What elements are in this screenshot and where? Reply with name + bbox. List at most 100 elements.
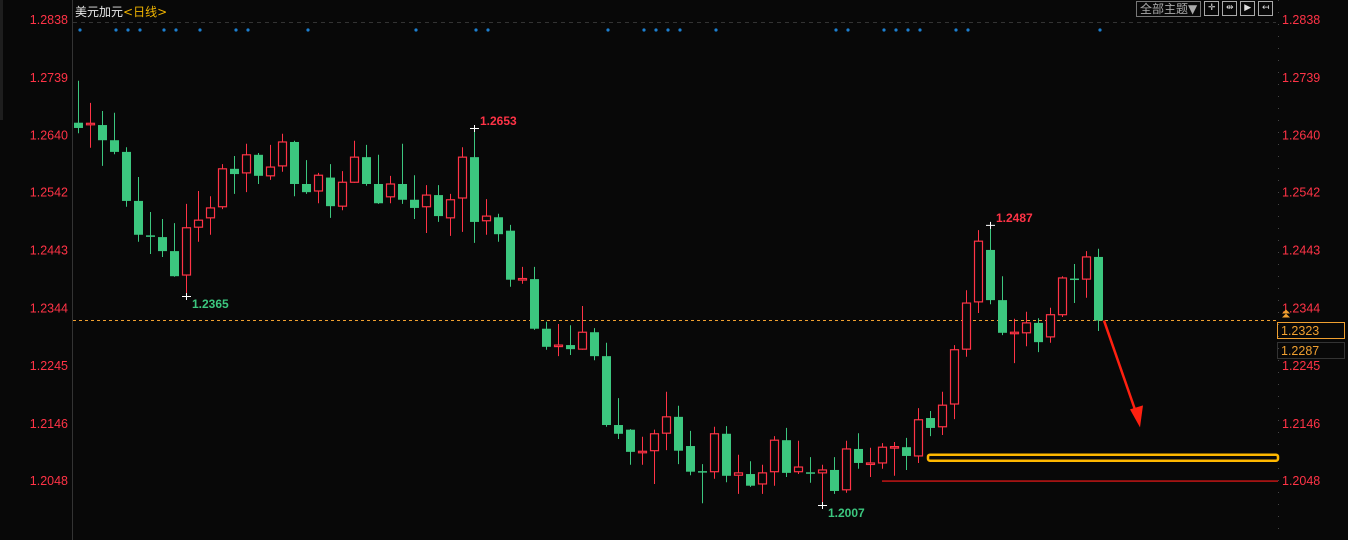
candle-body <box>241 154 252 174</box>
left-axis-tick: 1.2739 <box>30 71 68 85</box>
right-axis-tick: 1.2048 <box>1282 474 1320 488</box>
candle <box>1094 248 1103 332</box>
candle-body <box>686 446 695 472</box>
candle <box>1070 263 1079 304</box>
signal-marker-dot <box>894 28 898 32</box>
annotation-arrow-head-icon <box>1130 405 1143 428</box>
extreme-price-label: 1.2487 <box>996 211 1033 225</box>
candle <box>626 429 635 465</box>
candle-body <box>181 227 192 276</box>
candle <box>746 461 755 487</box>
candle <box>854 433 863 469</box>
candle-body <box>614 425 623 434</box>
candle-body <box>722 433 731 476</box>
extreme-marker-icon <box>182 293 191 301</box>
candle-body <box>913 419 924 457</box>
candle-body <box>661 416 672 434</box>
candle-body <box>649 433 660 452</box>
candle <box>1021 311 1032 347</box>
candle <box>181 203 192 297</box>
right-axis-tick: 1.2443 <box>1282 244 1320 258</box>
left-axis-tick: 1.2048 <box>30 474 68 488</box>
candle <box>230 155 239 194</box>
signal-marker-dot <box>1098 28 1102 32</box>
secondary-price-box: 1.2287 <box>1277 342 1345 359</box>
signal-marker-dot <box>114 28 118 32</box>
candle <box>74 80 83 134</box>
candle-body <box>277 141 288 167</box>
current-price-box: 1.2323 <box>1277 322 1345 339</box>
candle <box>877 443 888 469</box>
left-axis-tick: 1.2146 <box>30 417 68 431</box>
exit-panel-icon[interactable]: ↤ <box>1258 1 1274 16</box>
candle <box>553 324 564 357</box>
candle-body <box>542 328 551 347</box>
candle-body <box>530 279 539 329</box>
fit-range-icon[interactable]: ⇹ <box>1222 1 1238 16</box>
candle-body <box>337 181 348 207</box>
candle <box>146 212 155 255</box>
extreme-marker-icon <box>818 501 827 509</box>
candle-body <box>445 199 456 219</box>
signal-marker-dot <box>966 28 970 32</box>
candle-body <box>494 217 503 235</box>
candle <box>349 140 360 183</box>
candle-body <box>937 404 948 428</box>
candle <box>530 266 539 330</box>
signal-marker-dot <box>414 28 418 32</box>
candle <box>398 143 407 204</box>
candle <box>326 164 335 218</box>
candle-body <box>1034 322 1043 343</box>
play-forward-icon[interactable]: ▶ <box>1240 1 1256 16</box>
candle-body <box>553 344 564 348</box>
candle <box>481 199 492 235</box>
candle <box>265 144 276 180</box>
annotation-arrow-shaft <box>1102 320 1139 416</box>
candle-body <box>637 450 648 454</box>
candle-body <box>1009 331 1020 335</box>
candle <box>1034 318 1043 353</box>
candle <box>158 219 167 257</box>
candle <box>937 391 948 435</box>
candle <box>865 447 876 477</box>
candle <box>122 147 131 207</box>
candle <box>674 405 683 465</box>
candle-body <box>385 183 396 198</box>
candle-body <box>793 466 804 473</box>
candle <box>506 224 515 287</box>
candle-body <box>254 154 263 176</box>
extreme-price-label: 1.2365 <box>192 297 229 311</box>
candle <box>542 321 551 350</box>
candle-body <box>349 156 360 183</box>
candle-body <box>326 177 335 207</box>
candle-body <box>158 237 167 252</box>
candle <box>590 328 599 361</box>
candle <box>566 325 575 355</box>
candle-body <box>1021 322 1032 334</box>
candle-body <box>290 141 299 184</box>
theme-dropdown[interactable]: 全部主题▼ <box>1136 1 1202 17</box>
candle-body <box>74 122 83 128</box>
candle-body <box>961 302 972 350</box>
candle <box>362 144 371 186</box>
price-alert-icon <box>1282 309 1290 318</box>
signal-marker-dot <box>834 28 838 32</box>
candle <box>170 223 179 277</box>
highlight-support-box <box>926 453 1280 462</box>
period-label: <日线> <box>123 5 168 19</box>
candle <box>421 185 432 234</box>
candle <box>961 290 972 357</box>
extreme-marker-icon <box>986 221 995 229</box>
signal-marker-dot <box>234 28 238 32</box>
candle <box>926 411 935 437</box>
candle-body <box>230 168 239 175</box>
candle-body <box>889 446 900 449</box>
candle-body <box>374 183 383 204</box>
candle <box>698 464 707 504</box>
candle-body <box>806 472 815 474</box>
candle <box>793 440 804 475</box>
signal-marker-dot <box>954 28 958 32</box>
right-axis-tick: 1.2640 <box>1282 129 1320 143</box>
crosshair-icon[interactable]: ✛ <box>1204 1 1220 16</box>
